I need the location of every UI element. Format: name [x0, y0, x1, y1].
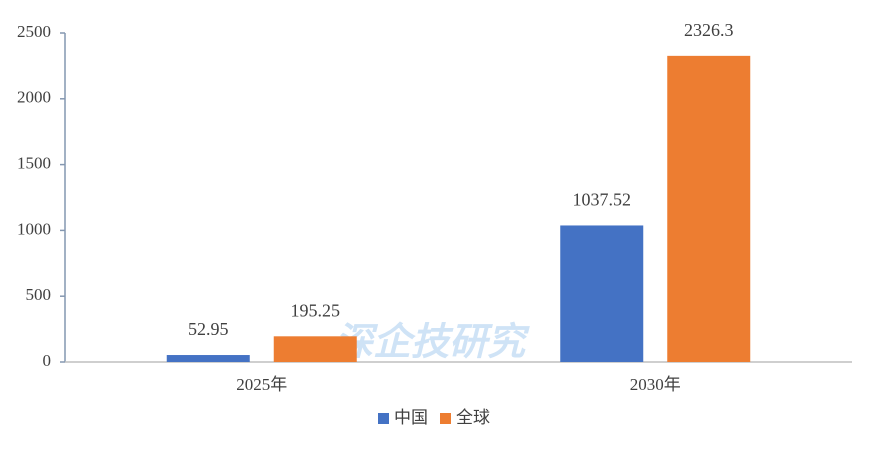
- legend-label: 全球: [456, 408, 490, 427]
- data-label: 2326.3: [684, 20, 734, 40]
- bar: [560, 225, 644, 362]
- y-tick-label: 1000: [17, 219, 51, 238]
- y-tick-label: 2000: [17, 88, 51, 107]
- watermark: 深企技研究: [335, 321, 530, 364]
- y-tick-label: 2500: [17, 22, 51, 41]
- bar: [273, 336, 357, 362]
- data-label: 195.25: [291, 300, 341, 320]
- legend-swatch: [440, 413, 451, 424]
- legend-label: 中国: [394, 408, 428, 427]
- bar: [667, 55, 751, 363]
- y-tick-label: 0: [43, 351, 52, 370]
- y-tick-label: 500: [26, 285, 52, 304]
- bar: [166, 355, 250, 362]
- data-label: 1037.52: [573, 190, 632, 210]
- data-label: 52.95: [188, 319, 229, 339]
- y-tick-label: 1500: [17, 154, 51, 173]
- legend-swatch: [378, 413, 389, 424]
- x-tick-label: 2030年: [630, 375, 681, 394]
- x-tick-label: 2025年: [236, 375, 287, 394]
